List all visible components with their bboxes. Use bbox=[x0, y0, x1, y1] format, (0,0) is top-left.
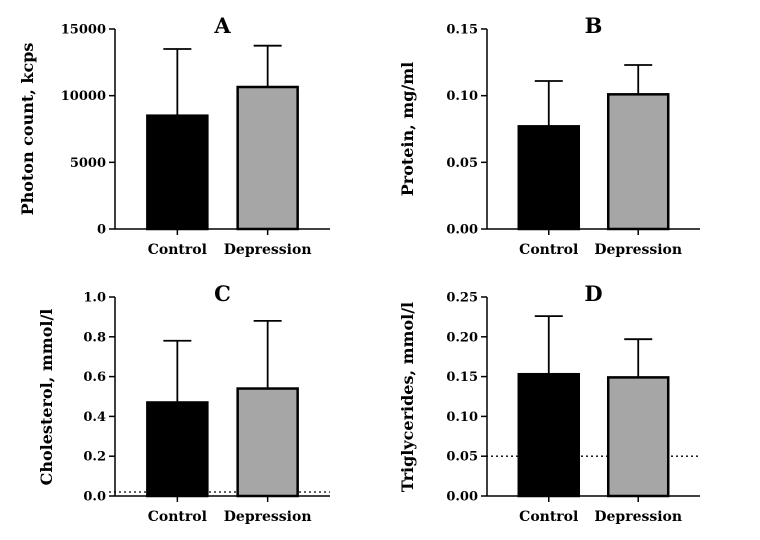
y-axis-label: Photon count, kcps bbox=[18, 43, 37, 216]
y-tick-label: 0.0 bbox=[83, 490, 106, 505]
bar-control bbox=[517, 372, 581, 498]
y-tick-label: 0 bbox=[97, 223, 106, 238]
y-tick-label: 0.00 bbox=[446, 223, 478, 238]
y-axis-label: Triglycerides, mmol/l bbox=[398, 302, 417, 492]
panel-d: D Triglycerides, mmol/l Control Depression 0… bbox=[398, 281, 700, 525]
y-tick-label: 0.25 bbox=[446, 291, 478, 306]
y-tick-label: 0.20 bbox=[446, 330, 478, 345]
y-axis-label: Cholesterol, mmol/l bbox=[37, 309, 56, 486]
category-label-depression: Depression bbox=[594, 242, 682, 258]
category-label-control: Control bbox=[148, 509, 207, 525]
category-label-depression: Depression bbox=[224, 242, 312, 258]
y-tick-label: 0.6 bbox=[83, 370, 106, 385]
y-tick-label: 0.8 bbox=[83, 330, 106, 345]
category-label-control: Control bbox=[519, 509, 578, 525]
panel-a: A Photon count, kcps Control Depression 0 500… bbox=[18, 13, 330, 258]
category-label-depression: Depression bbox=[594, 509, 682, 525]
bar-depression bbox=[606, 93, 670, 231]
y-tick-label: 0.2 bbox=[83, 450, 106, 465]
category-label-depression: Depression bbox=[224, 509, 312, 525]
bar-control bbox=[146, 401, 209, 498]
y-tick-label: 0.4 bbox=[83, 410, 106, 425]
y-tick-label: 0.15 bbox=[446, 23, 478, 38]
bar-depression bbox=[606, 376, 670, 498]
panel-b: B Protein, mg/ml Control Depression 0.00 0.05… bbox=[398, 13, 700, 258]
y-tick-label: 0.05 bbox=[446, 156, 478, 171]
y-tick-label: 0.05 bbox=[446, 450, 478, 465]
y-tick-label: 0.15 bbox=[446, 370, 478, 385]
panel-title: B bbox=[585, 13, 603, 38]
bar-control bbox=[146, 114, 209, 231]
y-tick-label: 0.00 bbox=[446, 490, 478, 505]
panel-title: D bbox=[584, 281, 602, 306]
y-axis-label: Protein, mg/ml bbox=[398, 62, 417, 197]
category-label-control: Control bbox=[148, 242, 207, 258]
y-tick-label: 0.10 bbox=[446, 89, 478, 104]
category-label-control: Control bbox=[519, 242, 578, 258]
y-tick-label: 15000 bbox=[61, 23, 106, 38]
bar-depression bbox=[236, 387, 299, 498]
y-tick-label: 1.0 bbox=[83, 291, 106, 306]
y-tick-label: 10000 bbox=[61, 89, 106, 104]
y-tick-label: 5000 bbox=[70, 156, 106, 171]
panel-title: A bbox=[213, 13, 231, 38]
panel-title: C bbox=[214, 281, 231, 306]
bar-control bbox=[517, 125, 581, 231]
panel-c: C Cholesterol, mmol/l Control Depression 0.0… bbox=[37, 281, 330, 525]
bar-depression bbox=[236, 85, 299, 231]
y-tick-label: 0.10 bbox=[446, 410, 478, 425]
